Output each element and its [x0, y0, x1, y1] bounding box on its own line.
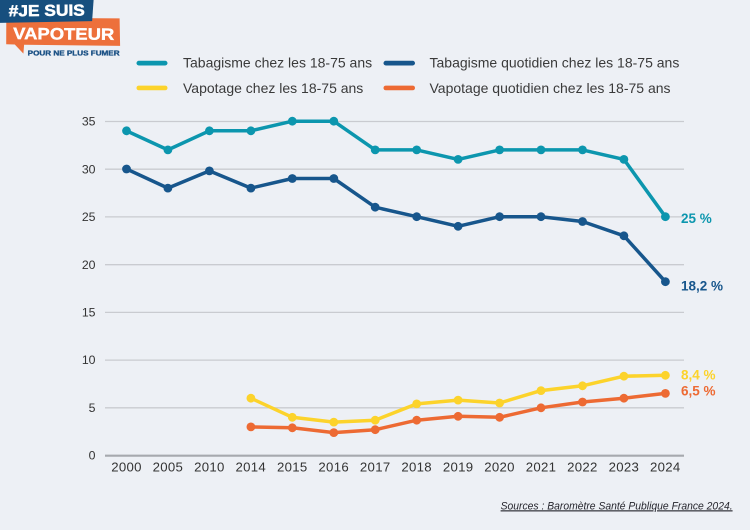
svg-text:Tabagisme chez les 18-75 ans: Tabagisme chez les 18-75 ans [183, 54, 372, 70]
svg-text:2024: 2024 [650, 460, 681, 475]
svg-text:Tabagisme quotidien chez les 1: Tabagisme quotidien chez les 18-75 ans [430, 54, 680, 70]
svg-text:20: 20 [82, 258, 96, 272]
svg-text:35: 35 [82, 115, 96, 129]
svg-text:2020: 2020 [484, 460, 515, 475]
svg-text:Sources : Baromètre Santé Publ: Sources : Baromètre Santé Publique Franc… [501, 500, 733, 512]
svg-text:2014: 2014 [236, 460, 267, 475]
svg-text:2017: 2017 [360, 460, 391, 475]
svg-text:POUR NE PLUS FUMER: POUR NE PLUS FUMER [28, 49, 121, 58]
svg-text:2005: 2005 [153, 460, 184, 475]
svg-text:Vapotage chez les 18-75 ans: Vapotage chez les 18-75 ans [183, 80, 363, 96]
svg-text:2000: 2000 [111, 460, 142, 475]
svg-text:2018: 2018 [401, 460, 432, 475]
svg-text:8,4 %: 8,4 % [681, 368, 716, 383]
svg-text:5: 5 [89, 401, 96, 415]
svg-text:2015: 2015 [277, 460, 308, 475]
svg-text:2023: 2023 [609, 460, 640, 475]
svg-text:30: 30 [82, 162, 96, 176]
svg-text:6,5 %: 6,5 % [681, 383, 716, 398]
svg-text:#JE SUIS: #JE SUIS [9, 3, 85, 21]
svg-text:2021: 2021 [526, 460, 557, 475]
svg-text:2019: 2019 [443, 460, 474, 475]
svg-text:18,2 %: 18,2 % [681, 278, 723, 293]
svg-text:2022: 2022 [567, 460, 598, 475]
svg-text:2010: 2010 [194, 460, 225, 475]
svg-text:15: 15 [82, 306, 96, 320]
svg-text:25 %: 25 % [681, 211, 712, 226]
svg-text:0: 0 [89, 449, 96, 463]
svg-text:Vapotage quotidien chez les 18: Vapotage quotidien chez les 18-75 ans [430, 80, 671, 96]
svg-text:VAPOTEUR: VAPOTEUR [13, 25, 114, 44]
svg-text:10: 10 [82, 353, 96, 367]
svg-text:2016: 2016 [318, 460, 349, 475]
svg-text:25: 25 [82, 210, 96, 224]
